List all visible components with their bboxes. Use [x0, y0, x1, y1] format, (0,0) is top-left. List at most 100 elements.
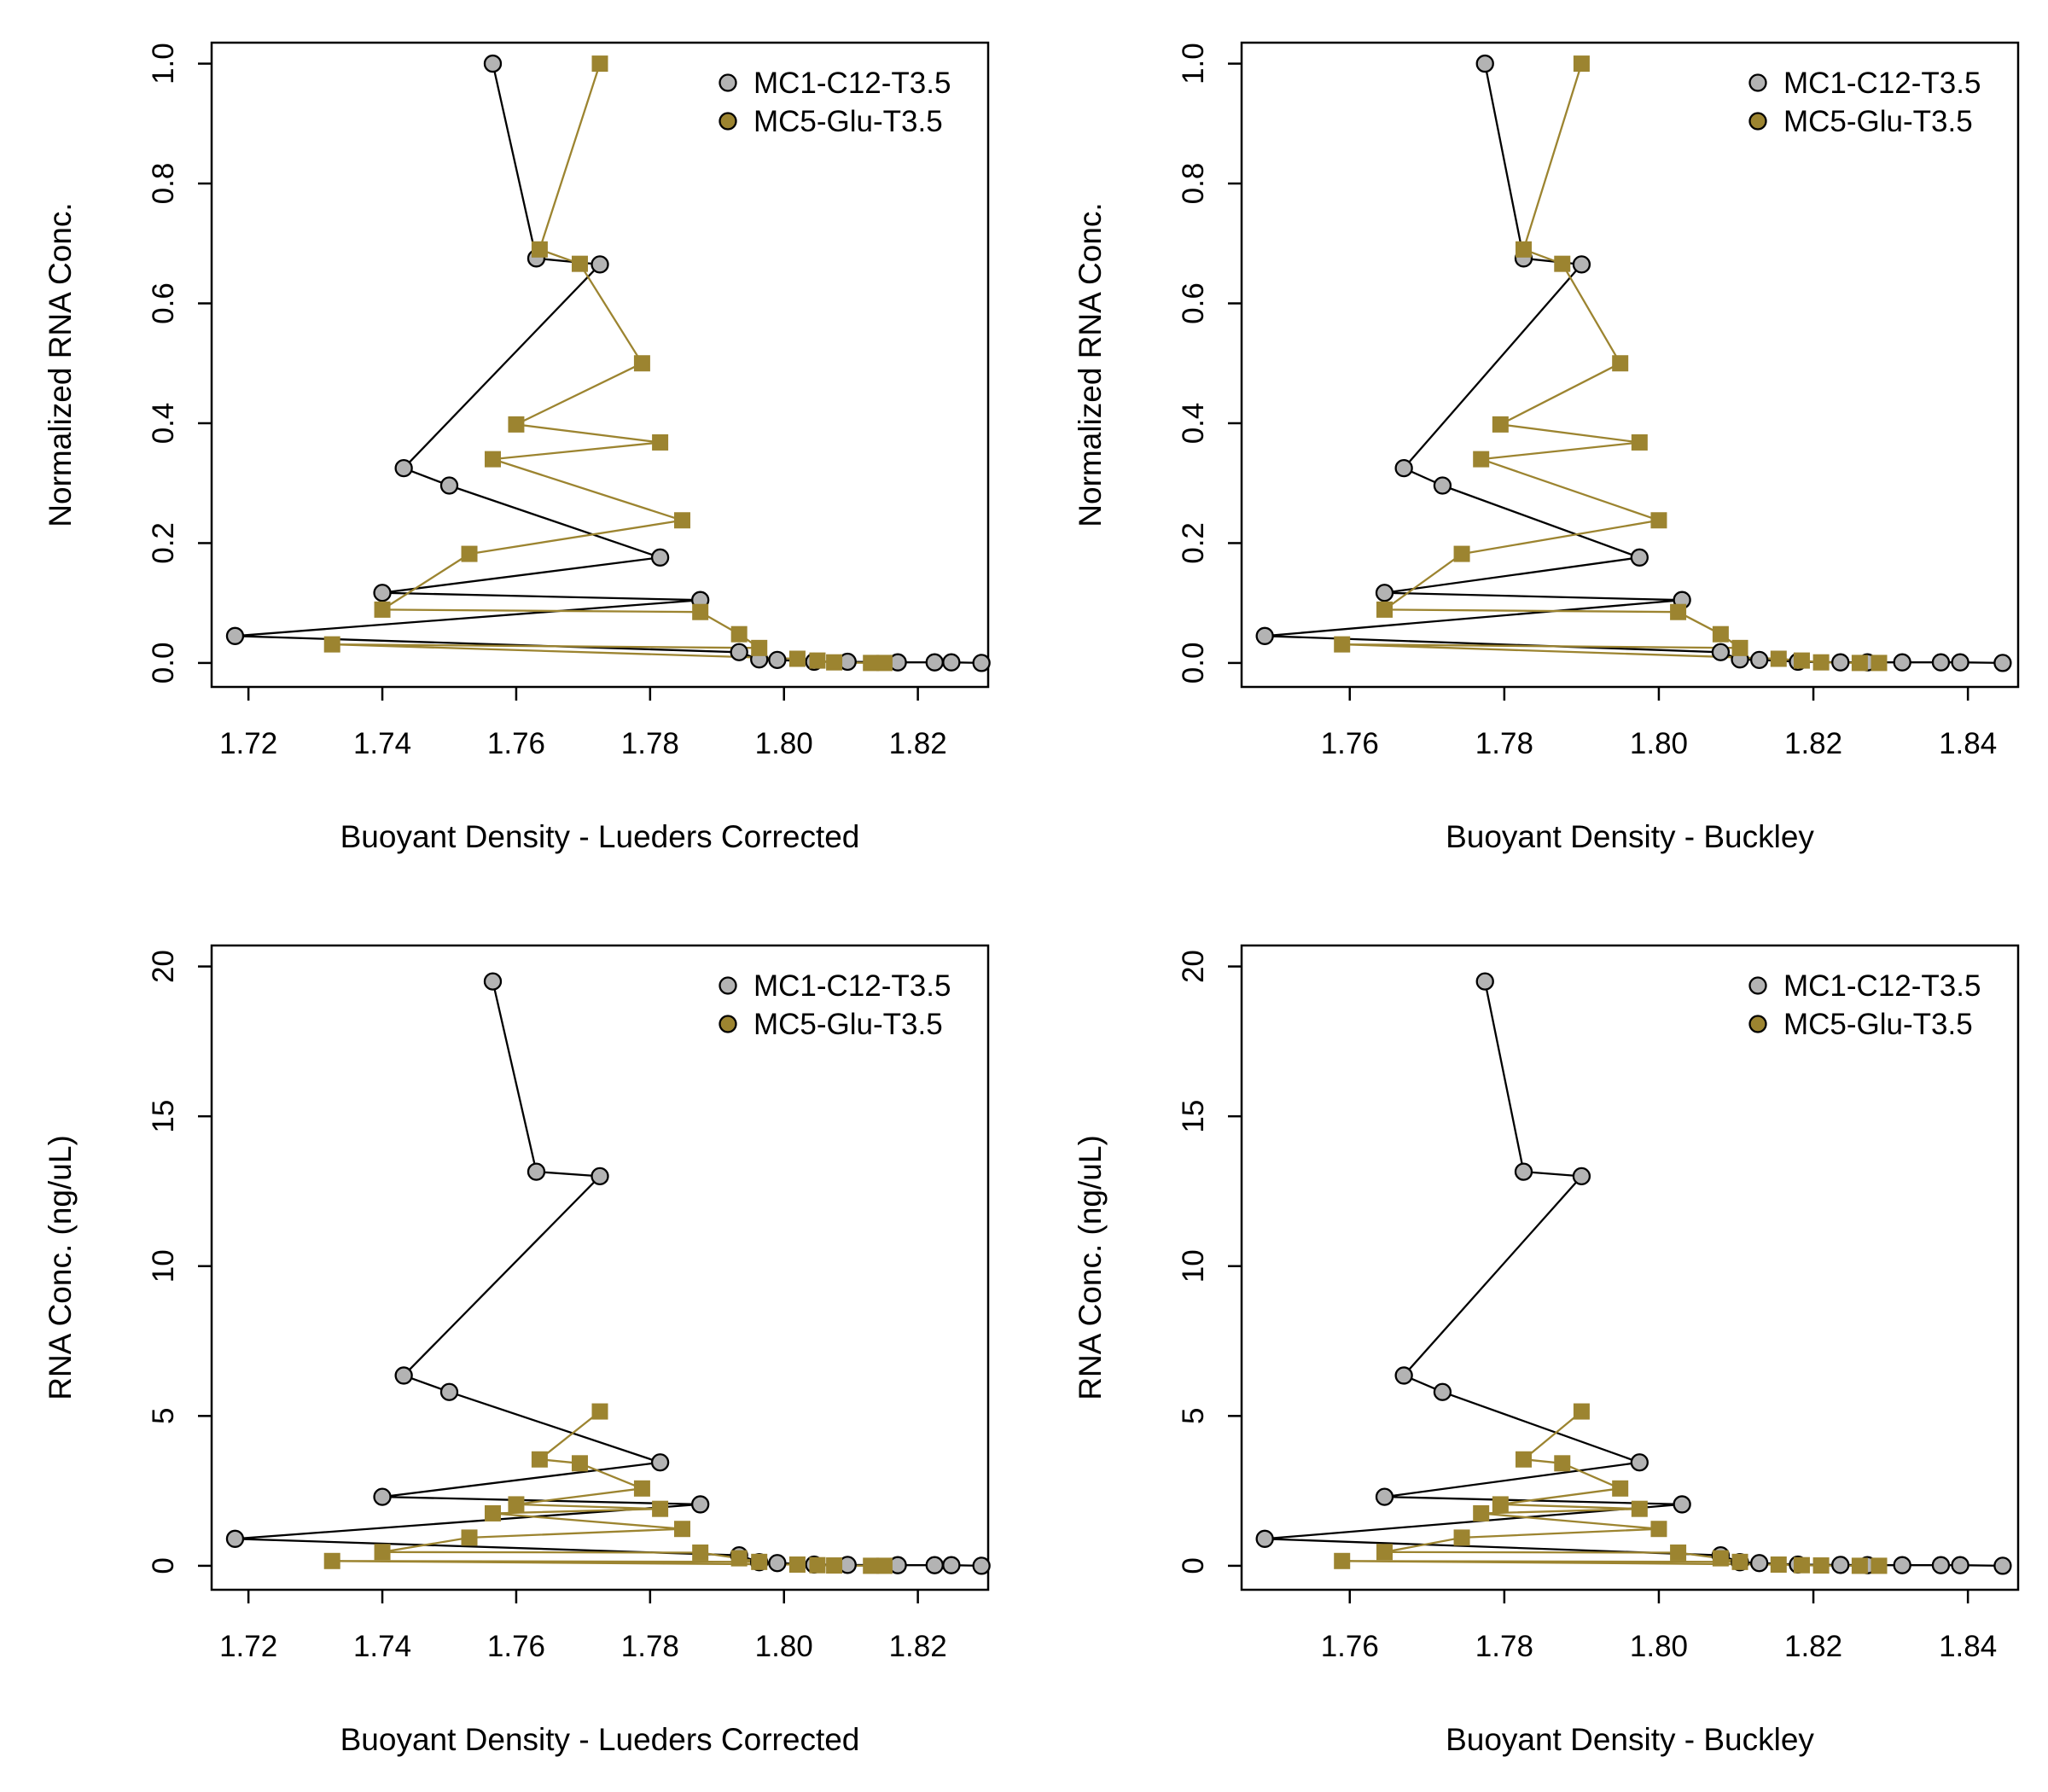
y-axis-title: Normalized RNA Conc. — [43, 202, 78, 527]
data-point-mc1 — [1711, 643, 1731, 661]
data-point-mc1 — [925, 653, 944, 672]
x-tick-label: 1.78 — [621, 1630, 679, 1663]
x-tick-label: 1.74 — [353, 727, 411, 760]
data-point-mc1 — [650, 1453, 670, 1472]
plot-frame — [210, 41, 990, 689]
data-point-mc5 — [1770, 1556, 1787, 1574]
data-point-mc1 — [691, 1495, 710, 1514]
data-point-mc5 — [1334, 1552, 1351, 1569]
x-tick-label: 1.76 — [487, 1630, 545, 1663]
data-point-mc5 — [571, 1455, 588, 1472]
legend: MC1-C12-T3.5 MC5-Glu-T3.5 — [719, 969, 951, 1041]
data-point-mc1 — [942, 653, 961, 672]
data-point-mc5 — [1631, 433, 1648, 451]
x-tick-label: 1.76 — [1321, 1630, 1379, 1663]
data-point-mc1 — [527, 1162, 546, 1181]
chart-panel-3: 1.72 1.74 1.76 1.78 1.80 1.82 0 5 10 15 20 Buoyant … — [43, 944, 991, 1757]
data-point-mc1 — [1831, 1556, 1850, 1574]
data-point-mc5 — [508, 1496, 525, 1513]
series-line-mc1 — [1264, 63, 2003, 665]
x-axis-title: Buoyant Density - Lueders Corrected — [340, 819, 860, 854]
y-tick-label: 20 — [1177, 950, 1210, 983]
data-point-mc5 — [826, 654, 843, 671]
y-tick-label: 5 — [1177, 1408, 1210, 1424]
x-axis-title: Buoyant Density - Buckley — [1446, 1722, 1814, 1757]
legend-marker-mc1 — [1748, 976, 1767, 995]
data-point-mc1 — [1951, 1556, 1969, 1574]
data-point-mc1 — [373, 584, 392, 602]
data-point-mc1 — [373, 1487, 392, 1506]
data-point-mc5 — [1793, 652, 1810, 669]
legend: MC1-C12-T3.5 MC5-Glu-T3.5 — [1748, 67, 1981, 138]
data-point-mc5 — [1770, 650, 1787, 667]
data-point-mc5 — [374, 1544, 391, 1561]
data-point-mc5 — [484, 1504, 501, 1521]
y-tick-label: 0.0 — [1177, 643, 1210, 684]
data-point-mc1 — [768, 1554, 787, 1573]
y-tick-label: 15 — [147, 1100, 180, 1133]
y-tick-label: 15 — [1177, 1100, 1210, 1133]
data-point-mc5 — [1650, 1521, 1667, 1538]
data-point-mc1 — [768, 650, 787, 670]
y-tick-label: 0.8 — [147, 163, 180, 205]
series-line-mc5 — [331, 1411, 885, 1568]
data-point-mc5 — [826, 1557, 843, 1574]
data-point-mc5 — [1573, 55, 1590, 73]
x-axis-title: Buoyant Density - Buckley — [1446, 819, 1814, 854]
y-axis-title: RNA Conc. (ng/uL) — [1073, 1135, 1108, 1400]
y-tick-label: 0.6 — [1177, 282, 1210, 324]
data-point-mc1 — [483, 972, 503, 991]
data-point-mc5 — [1376, 601, 1393, 618]
data-point-mc5 — [633, 355, 650, 372]
data-point-mc5 — [1473, 451, 1490, 468]
data-point-mc5 — [531, 1451, 548, 1468]
x-tick-label: 1.80 — [1630, 1630, 1688, 1663]
x-tick-label: 1.82 — [889, 1630, 947, 1663]
data-point-mc1 — [439, 1382, 459, 1401]
data-point-mc1 — [1394, 459, 1413, 478]
y-tick-label: 1.0 — [1177, 43, 1210, 84]
data-point-mc1 — [1255, 626, 1274, 645]
legend-label: MC1-C12-T3.5 — [1783, 67, 1981, 100]
series-line-mc1 — [234, 63, 982, 665]
y-tick-label: 1.0 — [147, 43, 180, 84]
y-tick-label: 10 — [147, 1249, 180, 1283]
data-point-mc1 — [225, 626, 245, 645]
data-point-mc5 — [1812, 1557, 1830, 1574]
x-tick-label: 1.82 — [1784, 1630, 1842, 1663]
y-tick-label: 0 — [1177, 1557, 1210, 1574]
x-tick-label: 1.78 — [1475, 1630, 1533, 1663]
data-point-mc5 — [1631, 1500, 1648, 1517]
data-point-mc1 — [1931, 653, 1951, 672]
data-point-mc1 — [1375, 584, 1394, 602]
plot-frame — [1240, 41, 2020, 689]
y-tick-label: 0.4 — [1177, 403, 1210, 445]
data-point-mc1 — [225, 1529, 245, 1548]
data-point-mc5 — [461, 1529, 478, 1546]
data-point-mc1 — [972, 1556, 991, 1575]
data-point-mc5 — [461, 545, 478, 562]
series-line-mc5 — [331, 63, 885, 665]
data-point-mc5 — [876, 1557, 893, 1574]
data-point-mc5 — [788, 650, 806, 667]
data-point-mc1 — [483, 54, 503, 73]
series-line-mc1 — [234, 980, 982, 1568]
legend-label: MC5-Glu-T3.5 — [1783, 1008, 1973, 1041]
data-point-mc5 — [1492, 1496, 1509, 1513]
data-point-mc5 — [809, 652, 826, 669]
data-point-mc1 — [1893, 1556, 1911, 1574]
data-point-mc5 — [673, 512, 690, 529]
data-point-mc5 — [1334, 636, 1351, 653]
legend-label: MC1-C12-T3.5 — [1783, 969, 1981, 1003]
data-point-mc1 — [1630, 548, 1649, 567]
data-point-mc1 — [1931, 1556, 1951, 1574]
data-point-mc5 — [484, 451, 501, 468]
series-line-mc5 — [1341, 1411, 1879, 1568]
x-tick-label: 1.78 — [1475, 727, 1533, 760]
legend-label: MC5-Glu-T3.5 — [753, 1008, 943, 1041]
data-point-mc1 — [1394, 1366, 1413, 1385]
data-point-mc5 — [1376, 1544, 1393, 1561]
y-tick-label: 0 — [147, 1557, 180, 1574]
y-tick-label: 10 — [1177, 1249, 1210, 1283]
